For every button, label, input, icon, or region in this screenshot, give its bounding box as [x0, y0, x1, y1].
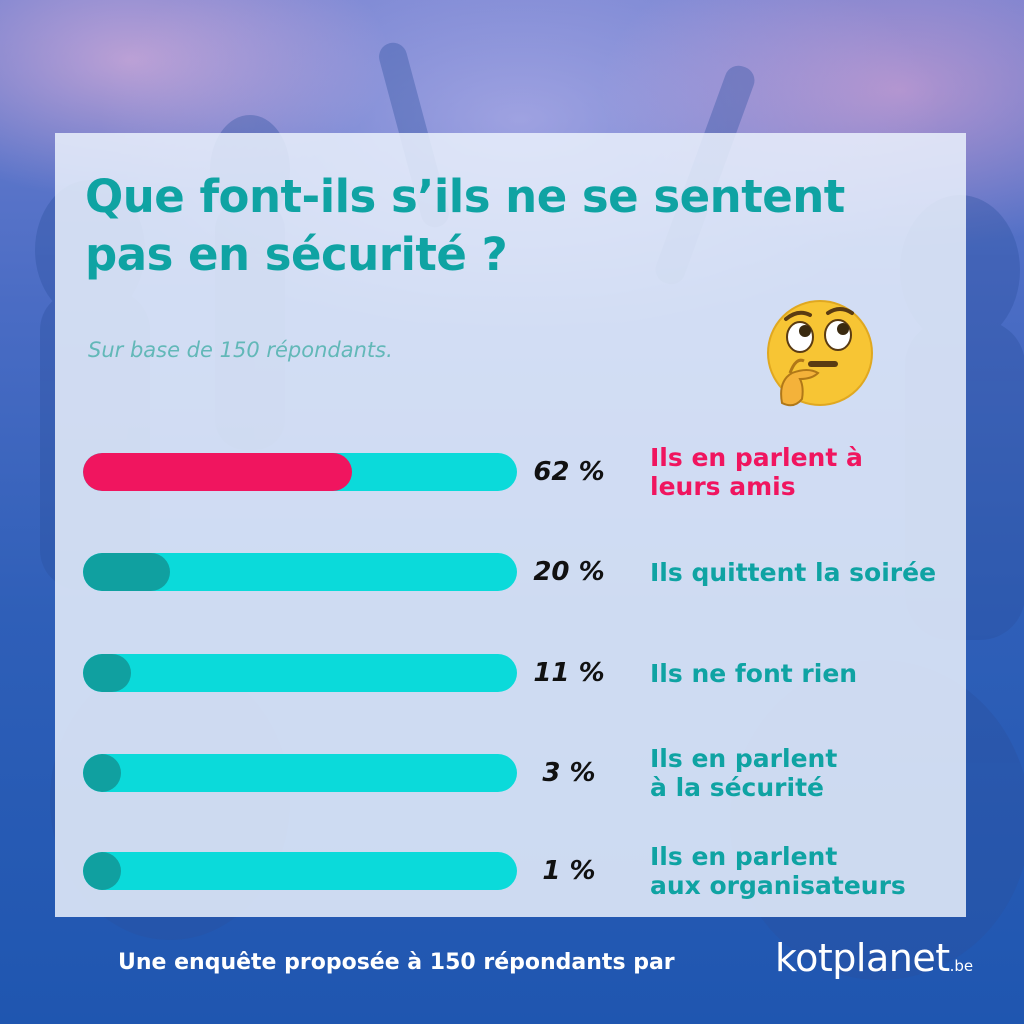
bar-track	[83, 754, 517, 792]
chart-title: Que font-ils s’ils ne se sentent pas en …	[85, 170, 845, 281]
bar-fill	[83, 553, 170, 591]
data-label: 62 %	[533, 457, 605, 487]
category-label: Ils en parlent à leurs amis	[650, 443, 863, 501]
kotplanet-logo: kotplanet.be	[775, 936, 973, 980]
bar-fill	[83, 852, 121, 890]
footer-text: Une enquête proposée à 150 répondants pa…	[118, 950, 675, 975]
category-label: Ils en parlent aux organisateurs	[650, 842, 906, 900]
bar-track	[83, 654, 517, 692]
bar-track	[83, 852, 517, 890]
logo-tld: .be	[949, 957, 974, 975]
category-label: Ils ne font rien	[650, 658, 858, 688]
category-label: Ils quittent la soirée	[650, 557, 937, 587]
bar-fill	[83, 754, 121, 792]
data-label: 20 %	[533, 557, 605, 587]
data-label: 11 %	[533, 658, 605, 688]
data-label: 1 %	[542, 856, 596, 886]
bar-track	[83, 453, 517, 491]
bar-track	[83, 553, 517, 591]
category-label: Ils en parlent à la sécurité	[650, 744, 838, 802]
data-label: 3 %	[542, 758, 596, 788]
chart-subtitle: Sur base de 150 répondants.	[88, 338, 393, 362]
logo-name: kotplanet	[775, 936, 950, 980]
bar-fill	[83, 453, 353, 491]
bar-fill	[83, 654, 131, 692]
thinking-face-icon	[767, 300, 873, 407]
